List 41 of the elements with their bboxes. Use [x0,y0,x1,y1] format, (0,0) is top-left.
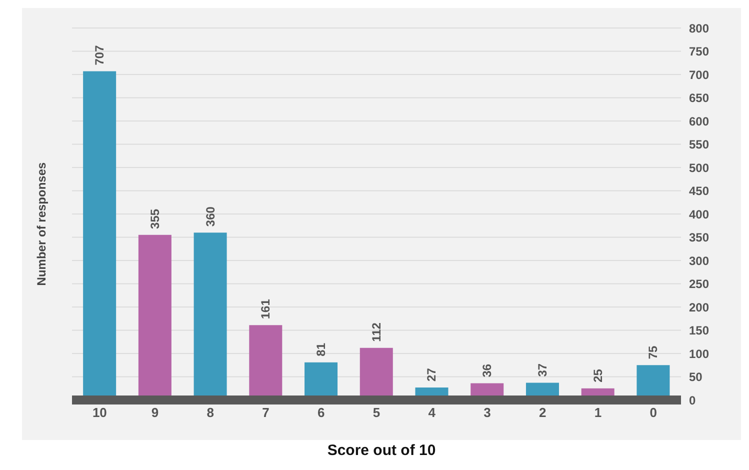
x-tick-label: 6 [318,405,325,420]
x-tick-label: 5 [372,405,380,420]
x-tick-label: 0 [650,405,657,420]
x-tick-label: 7 [262,405,270,420]
y-tick-label: 400 [689,207,710,222]
y-tick-label: 0 [689,393,696,408]
x-tick-label: 4 [428,405,436,420]
y-tick-label: 600 [689,114,710,128]
data-label: 355 [148,208,162,229]
x-tick-label: 10 [92,405,107,420]
y-tick-label: 100 [689,346,710,361]
y-axis-title: Number of responses [35,162,49,286]
data-label: 707 [92,44,107,66]
x-axis-title: Score out of 10 [326,442,437,459]
data-label: 37 [535,363,550,377]
x-tick-label: 3 [484,405,491,420]
y-tick-label: 800 [689,21,710,36]
y-tick-label: 350 [689,230,710,245]
y-tick-label: 750 [689,44,710,59]
data-label: 161 [258,298,273,320]
x-tick-label: 9 [151,405,159,420]
data-label: 75 [646,345,660,360]
y-tick-label: 200 [689,300,710,314]
y-tick-label: 300 [689,254,710,268]
y-tick-label: 50 [689,370,703,384]
x-tick-label: 1 [594,405,602,420]
y-tick-label: 150 [689,324,710,338]
x-tick-label: 2 [538,405,546,420]
y-tick-label: 250 [689,277,710,292]
y-tick-label: 700 [689,68,710,82]
y-tick-label: 500 [689,160,710,175]
data-label: 25 [590,368,605,382]
data-label: 36 [480,364,494,378]
data-label: 27 [424,368,439,382]
y-tick-label: 450 [689,184,710,198]
data-label: 81 [314,342,328,356]
y-tick-label: 650 [689,91,710,106]
x-tick-label: 8 [206,405,214,420]
y-tick-label: 550 [689,138,710,152]
data-label: 112 [369,322,384,342]
data-label: 360 [203,206,218,227]
